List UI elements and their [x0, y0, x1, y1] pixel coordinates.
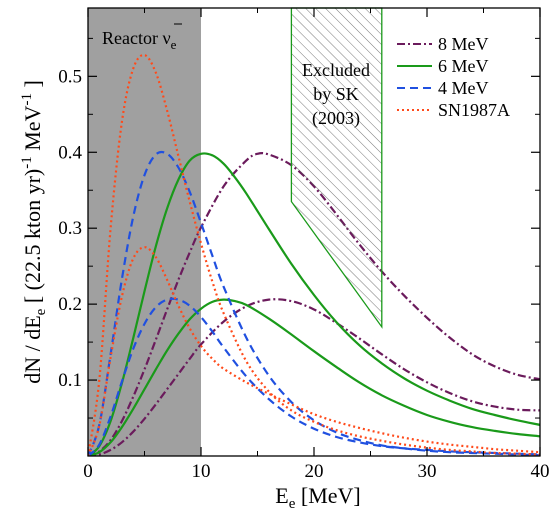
- legend-label-sn1987a: SN1987A: [438, 100, 510, 120]
- y-axis-title-unit-post: MeV: [20, 105, 45, 156]
- series-line-8mev-lower: [88, 298, 540, 456]
- y-tick-label-0.1: 0.1: [58, 370, 82, 391]
- curve-layer: [88, 53, 540, 456]
- background-layer: [88, 8, 201, 456]
- series-line-sn1987a-upper: [88, 53, 540, 456]
- series-line-sn1987a-lower: [88, 246, 540, 456]
- y-axis-title-sup2: -1: [19, 93, 35, 106]
- x-tick-label-40: 40: [531, 461, 550, 482]
- x-axis-title: Ee [MeV]: [275, 483, 361, 512]
- legend-label-4mev: 4 MeV: [438, 78, 489, 98]
- y-tick-label-0.5: 0.5: [58, 66, 82, 87]
- x-tick-label-0: 0: [83, 461, 93, 482]
- legend: 8 MeV 6 MeV 4 MeV SN1987A: [397, 34, 510, 120]
- y-axis-title-sub: e: [33, 308, 49, 315]
- y-tick-label-0.3: 0.3: [58, 218, 82, 239]
- y-axis-title-sup: -1: [19, 156, 35, 169]
- series-line-8mev-upper: [88, 152, 540, 456]
- legend-label-6mev: 6 MeV: [438, 56, 489, 76]
- reactor-band-label-sub: e: [171, 37, 177, 52]
- y-axis-title-main: dN / dE: [20, 315, 45, 383]
- reactor-band: [88, 8, 201, 456]
- series-line-4mev-upper: [88, 150, 540, 456]
- x-tick-label-10: 10: [192, 461, 211, 482]
- y-tick-label-0.4: 0.4: [58, 142, 82, 163]
- series-line-6mev-lower: [88, 298, 540, 456]
- region-layer: [290, 7, 383, 329]
- x-axis-title-unit: [MeV]: [295, 483, 360, 508]
- y-axis-title: dN / dEe [ (22.5 kton yr)-1 MeV-1 ]: [19, 80, 49, 384]
- reactor-band-label-main: Reactor ν: [102, 28, 171, 48]
- reactor-band-label: Reactor νe: [102, 28, 177, 52]
- y-tick-label-0.2: 0.2: [58, 294, 82, 315]
- y-axis-title-unit-pre: [ (22.5 kton yr): [20, 169, 45, 309]
- series-line-4mev-lower: [88, 297, 540, 456]
- x-axis-title-sub: e: [289, 496, 296, 512]
- legend-label-8mev: 8 MeV: [438, 34, 489, 54]
- excluded-region: [290, 7, 383, 329]
- y-axis-title-close: ]: [20, 80, 45, 93]
- series-line-6mev-upper: [88, 152, 540, 456]
- tick-layer: 0 10 20 30 40 0.1 0.2 0.3 0.4 0.5: [58, 8, 550, 482]
- x-tick-label-30: 30: [418, 461, 437, 482]
- excluded-label-line-3: (2003): [312, 108, 360, 129]
- x-tick-label-20: 20: [305, 461, 324, 482]
- excluded-label-line-1: Excluded: [302, 60, 370, 80]
- excluded-label-line-2: by SK: [313, 84, 359, 104]
- x-axis-title-main: E: [275, 483, 288, 508]
